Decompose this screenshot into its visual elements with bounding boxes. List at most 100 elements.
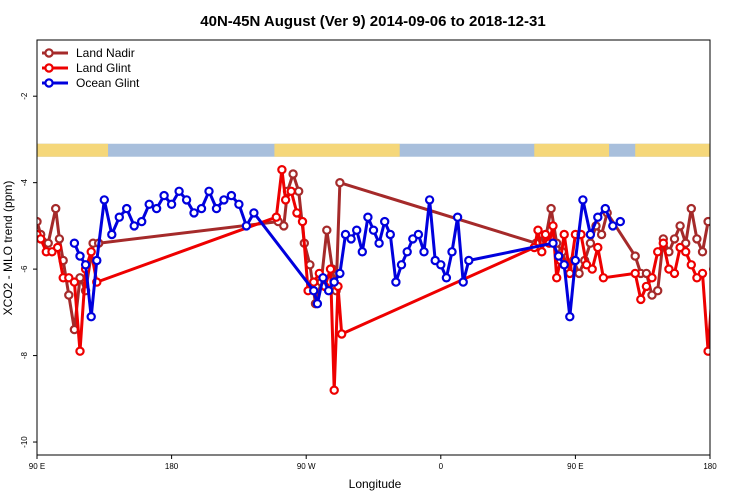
data-point [335,177,345,188]
data-point [402,247,412,257]
data-point [136,216,147,227]
data-point [294,186,304,196]
y-axis: -2 -4 -6 -8 -10 [20,92,37,448]
data-point [559,260,569,270]
data-point [241,221,252,231]
data-point [368,225,379,235]
data-point [419,247,429,257]
data-point [325,264,336,274]
data-point [641,281,652,292]
data-point [249,208,259,218]
data-point [322,225,332,235]
data-point [374,238,384,248]
data-point [129,221,139,231]
data-point [565,312,575,322]
data-point [189,208,199,218]
data-point [174,186,184,196]
data-point [363,212,373,222]
data-point [292,208,302,218]
data-point [653,286,663,296]
data-point [37,234,46,244]
data-point [196,203,207,214]
data-point [396,260,407,270]
x-tick-label: 180 [165,462,179,471]
land-band [635,143,710,157]
data-point [323,286,334,296]
data-point [452,212,463,222]
data-point [352,225,362,235]
data-point [80,260,91,270]
data-point [288,169,298,179]
data-point [585,229,596,240]
data-point [75,251,85,261]
y-tick-label: -4 [20,179,29,187]
data-point [86,312,96,322]
plot-frame [36,39,711,456]
data-point [464,255,474,266]
data-point [318,273,328,283]
data-point [692,234,702,244]
data-point [570,255,581,266]
data-point [69,238,80,248]
data-point [703,216,710,227]
legend-label: Land Nadir [76,46,135,60]
legend-marker [44,63,54,73]
data-point [537,247,547,257]
data-point [636,294,646,305]
data-point [436,260,446,270]
data-point [54,234,65,244]
data-point [441,273,452,283]
x-tick-label: 0 [439,462,444,471]
data-point [697,268,708,279]
data-point [279,221,289,231]
data-point [346,234,356,244]
data-point [669,234,680,244]
y-tick-label: -10 [20,436,29,448]
data-point [297,216,308,227]
data-point [51,203,61,214]
legend-item: Land Glint [42,61,131,75]
data-point [181,195,192,205]
data-point [309,286,319,296]
y-tick-label: -2 [20,92,29,100]
data-point [99,195,110,205]
series-layer [37,164,750,395]
data-point [587,264,597,274]
data-point [578,195,588,205]
data-point [64,290,74,300]
data-point [697,247,708,257]
x-axis-label: Longitude [349,477,402,491]
x-tick-label: 90 W [297,462,316,471]
y-tick-label: -8 [20,351,29,359]
data-point [424,195,435,205]
data-point [357,247,367,257]
data-point [716,248,723,255]
data-point [69,277,80,287]
data-point [385,229,395,240]
data-point [211,203,222,214]
chart-title: 40N-45N August (Ver 9) 2014-09-06 to 201… [200,13,545,30]
data-point [744,257,750,264]
series-line [37,168,710,392]
data-point [546,203,556,214]
legend-label: Ocean Glint [76,76,140,90]
data-point [309,277,319,287]
data-point [86,247,96,257]
data-point [669,268,680,279]
data-point [686,203,697,214]
data-point [600,203,611,214]
data-point [630,251,640,261]
data-point [548,238,558,248]
land-band [37,143,109,157]
data-point [675,221,685,231]
data-point [458,277,468,287]
data-point [329,277,339,287]
data-point [114,212,125,222]
data-point [593,242,603,253]
data-point [277,164,287,175]
data-point [337,329,347,339]
data-point [413,229,424,240]
legend-marker [44,78,54,88]
data-point [166,199,177,209]
